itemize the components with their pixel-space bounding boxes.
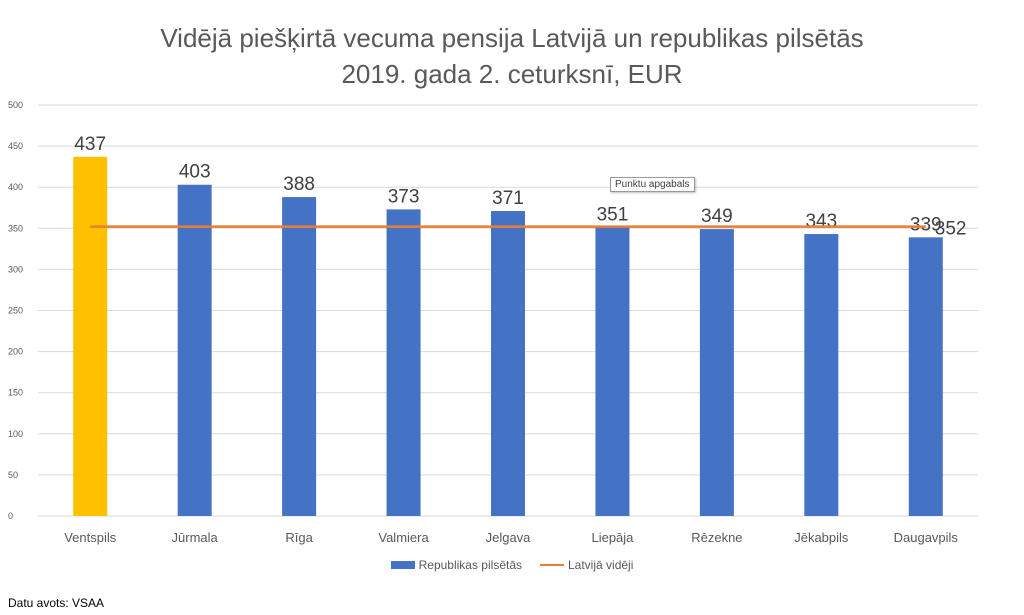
y-tick-label: 450	[8, 141, 23, 151]
y-tick-label: 50	[8, 470, 18, 480]
x-category-label: Liepāja	[591, 530, 634, 545]
y-tick-label: 200	[8, 347, 23, 357]
legend-bar-label: Republikas pilsētās	[418, 558, 522, 572]
x-category-label: Ventspils	[64, 530, 117, 545]
y-tick-label: 150	[8, 388, 23, 398]
x-category-label: Jēkabpils	[794, 530, 849, 545]
chart-subtitle: 2019. gada 2. ceturksnī, EUR	[341, 59, 683, 89]
bar-value-label: 343	[805, 211, 837, 232]
y-tick-label: 500	[8, 100, 23, 110]
x-category-label: Rīga	[285, 530, 313, 545]
legend-item-bars[interactable]: Republikas pilsētās	[390, 558, 522, 572]
x-category-label: Rēzekne	[691, 530, 742, 545]
x-category-label: Daugavpils	[894, 530, 959, 545]
y-tick-label: 300	[8, 264, 23, 274]
x-category-label: Valmiera	[378, 530, 429, 545]
bar-value-label: 388	[283, 174, 315, 195]
bar	[386, 209, 421, 517]
y-tick-label: 350	[8, 223, 23, 233]
bar-value-label: 403	[179, 162, 211, 183]
bar-value-label: 351	[597, 204, 629, 225]
legend-item-line[interactable]: Latvijā vidēji	[540, 558, 633, 572]
bar	[699, 229, 734, 516]
average-line-label: 352	[935, 219, 967, 240]
bar	[73, 156, 108, 516]
legend-line-swatch	[540, 564, 564, 566]
bar	[595, 227, 630, 516]
y-tick-label: 0	[8, 511, 13, 521]
y-tick-label: 100	[8, 429, 23, 439]
chart-title-block: Vidējā piešķirtā vecuma pensija Latvijā …	[0, 20, 1024, 92]
bar-value-label: 371	[492, 188, 524, 209]
bar	[804, 234, 839, 516]
bar	[908, 237, 943, 517]
bar-value-label: 339	[910, 214, 942, 235]
legend-bar-swatch	[390, 561, 415, 569]
y-tick-label: 400	[8, 182, 23, 192]
x-category-label: Jelgava	[486, 530, 532, 545]
bar-value-label: 373	[388, 186, 420, 207]
bar-value-label: 437	[74, 134, 106, 155]
y-tick-label: 250	[8, 306, 23, 316]
plot-area-tooltip: Punktu apgabals	[610, 177, 695, 192]
legend-line-label: Latvijā vidēji	[568, 558, 634, 572]
bar	[282, 197, 317, 516]
x-category-label: Jūrmala	[172, 530, 219, 545]
data-source-note: Datu avots: VSAA	[8, 596, 105, 610]
bar	[177, 184, 212, 516]
chart-title: Vidējā piešķirtā vecuma pensija Latvijā …	[160, 23, 864, 53]
legend: Republikas pilsētās Latvijā vidēji	[0, 558, 1024, 572]
bar	[491, 211, 525, 516]
bar-value-label: 349	[701, 206, 733, 227]
